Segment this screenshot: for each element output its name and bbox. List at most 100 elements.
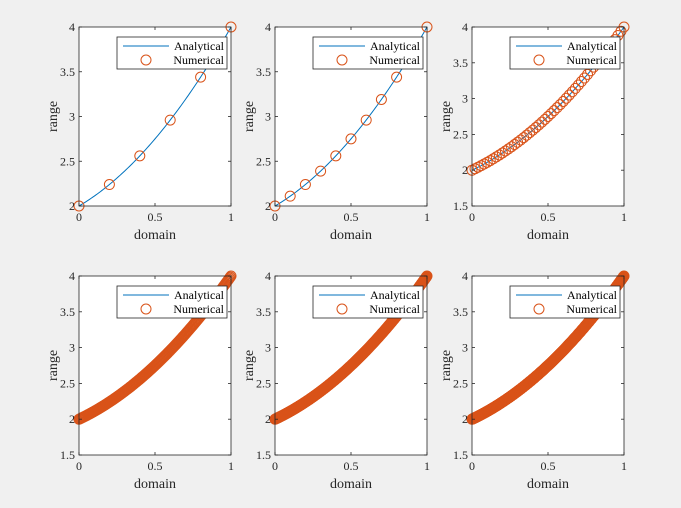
numerical-marker bbox=[315, 165, 327, 177]
numerical-marker bbox=[487, 153, 499, 165]
x-tick-label: 1 bbox=[228, 210, 234, 224]
legend-box bbox=[312, 285, 424, 319]
legend-box bbox=[509, 36, 621, 70]
numerical-marker bbox=[572, 79, 584, 91]
x-tick-label: 0 bbox=[272, 459, 278, 473]
legend-box bbox=[116, 36, 228, 70]
subplot-6: 0 0.5 1 1.5 2 2.5 3 3.5 4 domain range AnalyticalNu… bbox=[439, 269, 630, 492]
numerical-marker bbox=[103, 179, 115, 191]
legend-numerical-label: Numerical bbox=[369, 302, 420, 316]
legend-analytical-label: Analytical bbox=[567, 39, 618, 53]
x-axis-label: domain bbox=[330, 228, 372, 243]
x-tick-label: 0 bbox=[76, 210, 82, 224]
legend-numerical-label: Numerical bbox=[566, 302, 617, 316]
numerical-marker bbox=[582, 68, 594, 80]
x-tick-label: 1 bbox=[424, 459, 430, 473]
numerical-marker bbox=[478, 158, 490, 170]
x-tick-label: 1 bbox=[621, 459, 627, 473]
y-tick-label: 4 bbox=[462, 269, 468, 283]
numerical-marker bbox=[481, 156, 493, 168]
y-tick-label: 2 bbox=[265, 199, 271, 213]
y-tick-label: 2 bbox=[265, 412, 271, 426]
y-tick-label: 3 bbox=[462, 92, 468, 106]
y-axis-label: range bbox=[46, 101, 61, 132]
x-axis-label: domain bbox=[527, 228, 569, 243]
numerical-marker bbox=[493, 149, 505, 161]
y-axis-label: range bbox=[242, 350, 257, 381]
numerical-marker bbox=[551, 102, 563, 114]
y-tick-label: 3 bbox=[69, 341, 75, 355]
legend-numerical-swatch bbox=[140, 54, 152, 66]
y-tick-label: 2.5 bbox=[60, 154, 75, 168]
x-tick-label: 0.5 bbox=[541, 210, 556, 224]
numerical-marker bbox=[223, 273, 235, 285]
y-tick-label: 2 bbox=[462, 163, 468, 177]
y-tick-label: 1.5 bbox=[256, 448, 271, 462]
y-tick-label: 1.5 bbox=[453, 448, 468, 462]
y-axis-label: range bbox=[439, 101, 454, 132]
x-tick-label: 0.5 bbox=[344, 210, 359, 224]
legend-analytical-label: Analytical bbox=[370, 39, 421, 53]
numerical-marker bbox=[391, 71, 403, 83]
y-tick-label: 3.5 bbox=[60, 65, 75, 79]
x-axis-label: domain bbox=[134, 477, 176, 492]
numerical-marker bbox=[578, 72, 590, 84]
y-tick-label: 3.5 bbox=[453, 56, 468, 70]
legend-analytical-label: Analytical bbox=[567, 288, 618, 302]
numerical-marker bbox=[563, 89, 575, 101]
y-tick-label: 4 bbox=[265, 20, 271, 34]
numerical-marker bbox=[195, 71, 207, 83]
x-axis-label: domain bbox=[134, 228, 176, 243]
numerical-marker bbox=[539, 113, 551, 125]
legend-box bbox=[116, 285, 228, 319]
numerical-marker bbox=[502, 143, 514, 155]
x-tick-label: 0 bbox=[469, 459, 475, 473]
legend-analytical-label: Analytical bbox=[370, 288, 421, 302]
y-axis-label: range bbox=[242, 101, 257, 132]
x-tick-label: 0.5 bbox=[541, 459, 556, 473]
x-tick-label: 0.5 bbox=[148, 210, 163, 224]
legend-numerical-swatch bbox=[533, 54, 545, 66]
numerical-marker bbox=[484, 155, 496, 167]
y-tick-label: 3 bbox=[265, 110, 271, 124]
numerical-marker bbox=[496, 147, 508, 159]
x-tick-label: 0.5 bbox=[148, 459, 163, 473]
numerical-marker bbox=[375, 94, 387, 105]
legend-numerical-label: Numerical bbox=[369, 53, 420, 67]
y-tick-label: 3.5 bbox=[453, 305, 468, 319]
legend-numerical-label: Numerical bbox=[173, 53, 224, 67]
legend-numerical-swatch bbox=[336, 303, 348, 315]
x-tick-label: 1 bbox=[424, 210, 430, 224]
y-tick-label: 3 bbox=[69, 110, 75, 124]
numerical-marker bbox=[299, 179, 311, 191]
x-tick-label: 0 bbox=[272, 210, 278, 224]
subplot-3: 0 0.5 1 1.5 2 2.5 3 3.5 4 domain range AnalyticalNu… bbox=[439, 20, 630, 243]
numerical-marker bbox=[575, 76, 587, 88]
legend-analytical-label: Analytical bbox=[174, 288, 225, 302]
x-tick-label: 1 bbox=[621, 210, 627, 224]
numerical-marker bbox=[330, 150, 342, 162]
y-tick-label: 2.5 bbox=[256, 154, 271, 168]
subplot-4: 0 0.5 1 1.5 2 2.5 3 3.5 4 domain range AnalyticalNu… bbox=[46, 269, 237, 492]
legend-numerical-label: Numerical bbox=[566, 53, 617, 67]
subplot-2: 0 0.5 1 2 2.5 3 3.5 4 domain range AnalyticalNumer… bbox=[242, 20, 433, 243]
y-tick-label: 4 bbox=[69, 20, 75, 34]
legend-box bbox=[312, 36, 424, 70]
numerical-marker bbox=[223, 272, 235, 284]
numerical-marker bbox=[542, 111, 554, 122]
x-tick-label: 0 bbox=[469, 210, 475, 224]
y-tick-label: 1.5 bbox=[60, 448, 75, 462]
numerical-marker bbox=[490, 151, 502, 163]
y-tick-label: 3.5 bbox=[256, 65, 271, 79]
numerical-marker bbox=[560, 92, 572, 104]
y-tick-label: 4 bbox=[462, 20, 468, 34]
legend-numerical-swatch bbox=[533, 303, 545, 315]
y-tick-label: 2 bbox=[69, 199, 75, 213]
